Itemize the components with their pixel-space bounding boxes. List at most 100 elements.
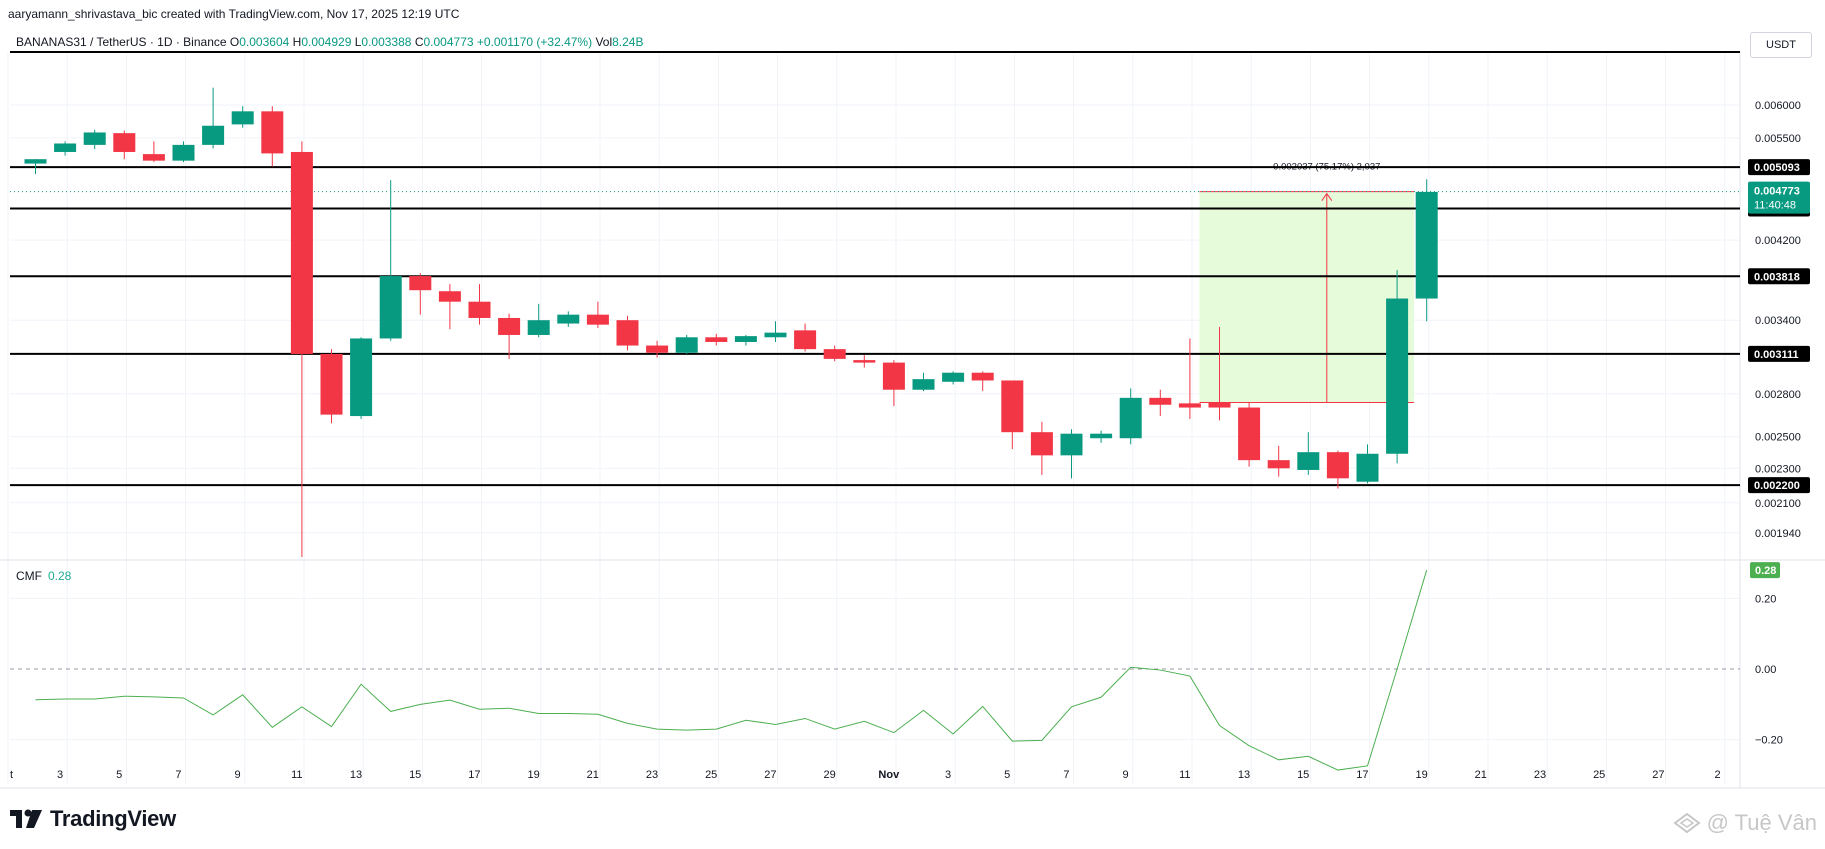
candle-down xyxy=(586,314,609,325)
price-tick-label: 0.002100 xyxy=(1755,498,1801,510)
candle-down xyxy=(823,349,846,359)
time-axis: t 3 5 7 9 11 13 15 17 19 21 23 25 27 29 Nov 3 5 7 9 11 13 15 17… xyxy=(10,769,1721,781)
candle-up xyxy=(942,372,965,382)
level-price-tag xyxy=(1748,268,1810,285)
candle-down xyxy=(261,111,284,154)
candle-up xyxy=(557,314,580,324)
candle-up xyxy=(764,332,787,338)
time-tick-label: 13 xyxy=(1238,769,1250,781)
high-value: 0.004929 xyxy=(301,35,352,49)
price-tick-label: 0.005500 xyxy=(1755,133,1801,145)
candle-up xyxy=(912,379,935,390)
cmf-tick-label: 0.00 xyxy=(1755,664,1776,676)
low-label: L xyxy=(354,35,362,49)
time-tick-label: 23 xyxy=(1534,769,1546,781)
chart-grid xyxy=(7,52,1740,785)
symbol-legend[interactable]: BANANAS31 / TetherUS · 1D · Binance O0.0… xyxy=(16,35,643,49)
candlestick-series xyxy=(24,87,1438,557)
time-tick-label: 5 xyxy=(1004,769,1010,781)
candle-up xyxy=(83,132,106,145)
time-tick-label: 13 xyxy=(350,769,362,781)
candle-up xyxy=(1060,433,1083,456)
level-price-label: 0.005093 xyxy=(1754,162,1800,174)
candle-down xyxy=(616,320,639,346)
time-tick-label: 11 xyxy=(291,769,302,781)
candle-down xyxy=(1267,460,1290,469)
candle-up xyxy=(202,125,225,145)
time-tick-label: t xyxy=(10,769,13,781)
candle-up xyxy=(379,276,402,339)
candle-up xyxy=(1119,397,1142,439)
candle-down xyxy=(1178,403,1201,408)
currency-button[interactable]: USDT xyxy=(1750,32,1812,58)
candle-up xyxy=(172,144,195,161)
time-tick-label: 19 xyxy=(1415,769,1427,781)
candle-down xyxy=(1238,407,1261,461)
time-tick-label: 19 xyxy=(527,769,539,781)
time-tick-label: 27 xyxy=(1652,769,1664,781)
level-price-tag xyxy=(1748,477,1810,494)
candle-down xyxy=(468,301,491,318)
cmf-line xyxy=(35,569,1428,771)
time-tick-label: 15 xyxy=(1297,769,1309,781)
level-price-label: 0.003818 xyxy=(1754,271,1800,283)
candle-down xyxy=(705,337,728,342)
tradingview-brand[interactable]: TradingView xyxy=(10,806,176,832)
cmf-name: CMF xyxy=(16,569,42,583)
level-price-tag xyxy=(1748,345,1810,362)
candle-down xyxy=(971,372,994,381)
time-tick-label: 3 xyxy=(57,769,63,781)
candle-down xyxy=(1326,452,1349,479)
time-tick-label: 5 xyxy=(116,769,122,781)
price-tick-label: 0.002800 xyxy=(1755,389,1801,401)
candle-up xyxy=(350,338,373,417)
panel-frame xyxy=(0,52,1825,789)
time-tick-label: 7 xyxy=(175,769,181,781)
cmf-value-tag xyxy=(1750,562,1780,579)
price-axis: 0.006000 0.005500 0.004200 0.003400 0.002800… xyxy=(1748,100,1810,747)
time-tick-label: 21 xyxy=(587,769,599,781)
time-tick-label: 2 xyxy=(1715,769,1721,781)
price-range-measure: 0.002037 (75.17%) 2,037 xyxy=(10,162,1740,404)
cmf-legend[interactable]: CMF 0.28 xyxy=(16,569,71,583)
volume-label: Vol xyxy=(595,35,613,49)
candle-up xyxy=(734,336,757,342)
tradingview-logo-icon xyxy=(10,809,42,828)
last-price-label: 0.004773 xyxy=(1754,186,1800,198)
price-tick-label: 0.003400 xyxy=(1755,315,1801,327)
time-tick-label: 25 xyxy=(705,769,717,781)
price-tick-label: 0.002500 xyxy=(1755,432,1801,444)
level-price-tag xyxy=(1748,159,1810,176)
brand-name: TradingView xyxy=(50,806,176,831)
time-tick-label: 9 xyxy=(235,769,241,781)
candle-down xyxy=(1030,432,1053,456)
last-price-tag xyxy=(1748,181,1810,214)
candle-up xyxy=(527,320,550,335)
time-tick-label: 27 xyxy=(764,769,776,781)
range-fill xyxy=(1199,191,1415,403)
open-value: 0.003604 xyxy=(239,35,290,49)
time-tick-label: 11 xyxy=(1179,769,1190,781)
close-value: 0.004773 xyxy=(423,35,474,49)
time-tick-label: 23 xyxy=(646,769,658,781)
cmf-value-label: 0.28 xyxy=(1755,565,1776,577)
time-tick-label: 7 xyxy=(1063,769,1069,781)
price-tick-label: 0.004200 xyxy=(1755,235,1801,247)
level-price-label: 0.002200 xyxy=(1754,480,1800,492)
candle-up xyxy=(1415,191,1438,299)
candle-down xyxy=(794,330,817,350)
volume-value: 8.24B xyxy=(612,35,644,49)
low-value: 0.003388 xyxy=(361,35,412,49)
change-value: +0.001170 (+32.47%) xyxy=(476,35,593,49)
chart-credit: aaryamann_shrivastava_bic created with T… xyxy=(8,7,460,21)
candle-down xyxy=(1208,401,1231,408)
level-price-label: 0.003111 xyxy=(1754,349,1799,361)
time-tick-label: 17 xyxy=(1356,769,1368,781)
open-label: O xyxy=(229,35,240,49)
candle-down xyxy=(142,154,165,161)
candle-up xyxy=(24,159,47,164)
candle-down xyxy=(409,276,432,291)
candle-down xyxy=(1001,380,1024,433)
candle-up xyxy=(1356,453,1379,482)
